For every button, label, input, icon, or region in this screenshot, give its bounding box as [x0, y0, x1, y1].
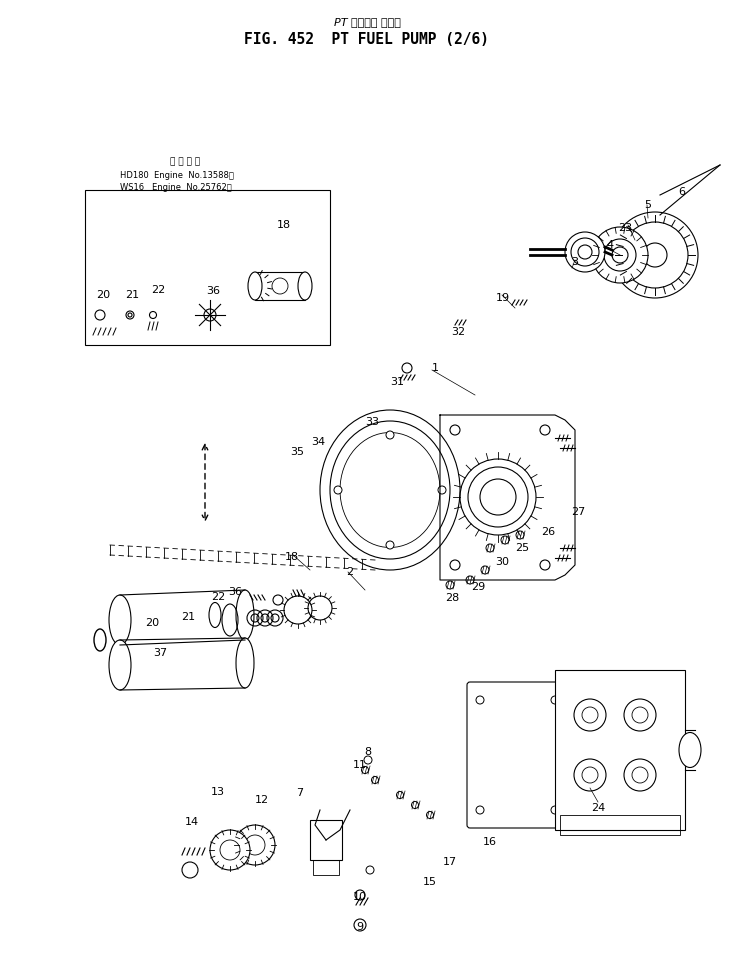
Text: 17: 17 [443, 857, 457, 867]
Text: 6: 6 [678, 187, 686, 197]
Circle shape [574, 699, 606, 731]
Text: 2: 2 [346, 567, 354, 577]
Text: PT フェエル ポンプ: PT フェエル ポンプ [333, 17, 401, 27]
Text: 18: 18 [285, 552, 299, 562]
Circle shape [386, 431, 394, 439]
Text: 25: 25 [515, 543, 529, 553]
Text: 13: 13 [211, 787, 225, 797]
Text: 19: 19 [496, 293, 510, 303]
Circle shape [210, 830, 250, 870]
Circle shape [574, 759, 606, 791]
Circle shape [371, 776, 379, 783]
Circle shape [396, 791, 404, 799]
Circle shape [622, 222, 688, 288]
Circle shape [334, 486, 342, 494]
Circle shape [364, 756, 372, 764]
FancyBboxPatch shape [467, 682, 568, 828]
Text: 11: 11 [353, 760, 367, 770]
Text: 3: 3 [572, 257, 578, 267]
Circle shape [450, 560, 460, 570]
Circle shape [624, 699, 656, 731]
Text: WS16   Engine  No.25762～: WS16 Engine No.25762～ [120, 183, 232, 192]
Text: 18: 18 [277, 220, 291, 230]
Circle shape [612, 212, 698, 298]
Ellipse shape [109, 595, 131, 645]
Text: 30: 30 [495, 557, 509, 567]
Bar [85, 190, 330, 345]
Text: 22: 22 [211, 592, 225, 602]
Text: 33: 33 [365, 417, 379, 427]
Text: 20: 20 [96, 290, 110, 300]
Circle shape [516, 531, 524, 539]
Text: 12: 12 [255, 795, 269, 805]
Circle shape [412, 802, 418, 809]
Bar [313, 860, 339, 875]
Text: 16: 16 [483, 837, 497, 847]
Text: 27: 27 [571, 507, 585, 517]
Ellipse shape [109, 640, 131, 690]
Text: 22: 22 [151, 285, 165, 295]
Circle shape [438, 486, 446, 494]
Text: 36: 36 [206, 286, 220, 296]
Text: 15: 15 [423, 877, 437, 887]
Text: 7: 7 [297, 788, 304, 798]
Text: 35: 35 [290, 447, 304, 457]
Text: 4: 4 [606, 240, 614, 250]
Circle shape [486, 544, 494, 552]
Bar [310, 820, 342, 860]
Circle shape [362, 767, 368, 774]
Text: 31: 31 [390, 377, 404, 387]
Circle shape [386, 541, 394, 549]
Circle shape [466, 576, 474, 584]
Ellipse shape [679, 733, 701, 768]
Text: 37: 37 [153, 648, 167, 658]
Text: 29: 29 [471, 582, 485, 592]
Circle shape [565, 232, 605, 272]
Bar [555, 670, 685, 830]
Text: FIG. 452  PT FUEL PUMP (2/6): FIG. 452 PT FUEL PUMP (2/6) [244, 32, 490, 48]
Ellipse shape [320, 410, 460, 570]
Circle shape [182, 862, 198, 878]
Bar [255, 272, 305, 300]
Text: 32: 32 [451, 327, 465, 337]
Text: 1: 1 [432, 363, 438, 373]
Text: 23: 23 [618, 223, 632, 233]
Text: 14: 14 [185, 817, 199, 827]
Circle shape [540, 560, 550, 570]
Circle shape [592, 227, 648, 283]
Text: 9: 9 [357, 922, 363, 932]
Ellipse shape [248, 272, 262, 300]
Text: 21: 21 [125, 290, 139, 300]
Bar [560, 815, 680, 835]
Circle shape [501, 536, 509, 544]
Circle shape [366, 866, 374, 874]
Text: 36: 36 [228, 587, 242, 597]
Text: 20: 20 [145, 618, 159, 628]
Circle shape [540, 425, 550, 435]
Circle shape [481, 566, 489, 574]
Text: 34: 34 [311, 437, 325, 447]
Ellipse shape [298, 272, 312, 300]
Ellipse shape [236, 638, 254, 688]
Circle shape [446, 581, 454, 589]
Ellipse shape [236, 590, 254, 640]
Text: 8: 8 [365, 747, 371, 757]
Text: 24: 24 [591, 803, 605, 813]
Text: 5: 5 [644, 200, 652, 210]
Text: 28: 28 [445, 593, 459, 603]
Text: 10: 10 [353, 892, 367, 902]
Circle shape [571, 238, 599, 266]
Text: HD180  Engine  No.13588～: HD180 Engine No.13588～ [120, 170, 234, 179]
Text: 21: 21 [181, 612, 195, 622]
Circle shape [235, 825, 275, 865]
Text: 適 用 号 機: 適 用 号 機 [170, 158, 200, 166]
Circle shape [450, 425, 460, 435]
Circle shape [624, 759, 656, 791]
Text: 26: 26 [541, 527, 555, 537]
Circle shape [426, 811, 434, 818]
